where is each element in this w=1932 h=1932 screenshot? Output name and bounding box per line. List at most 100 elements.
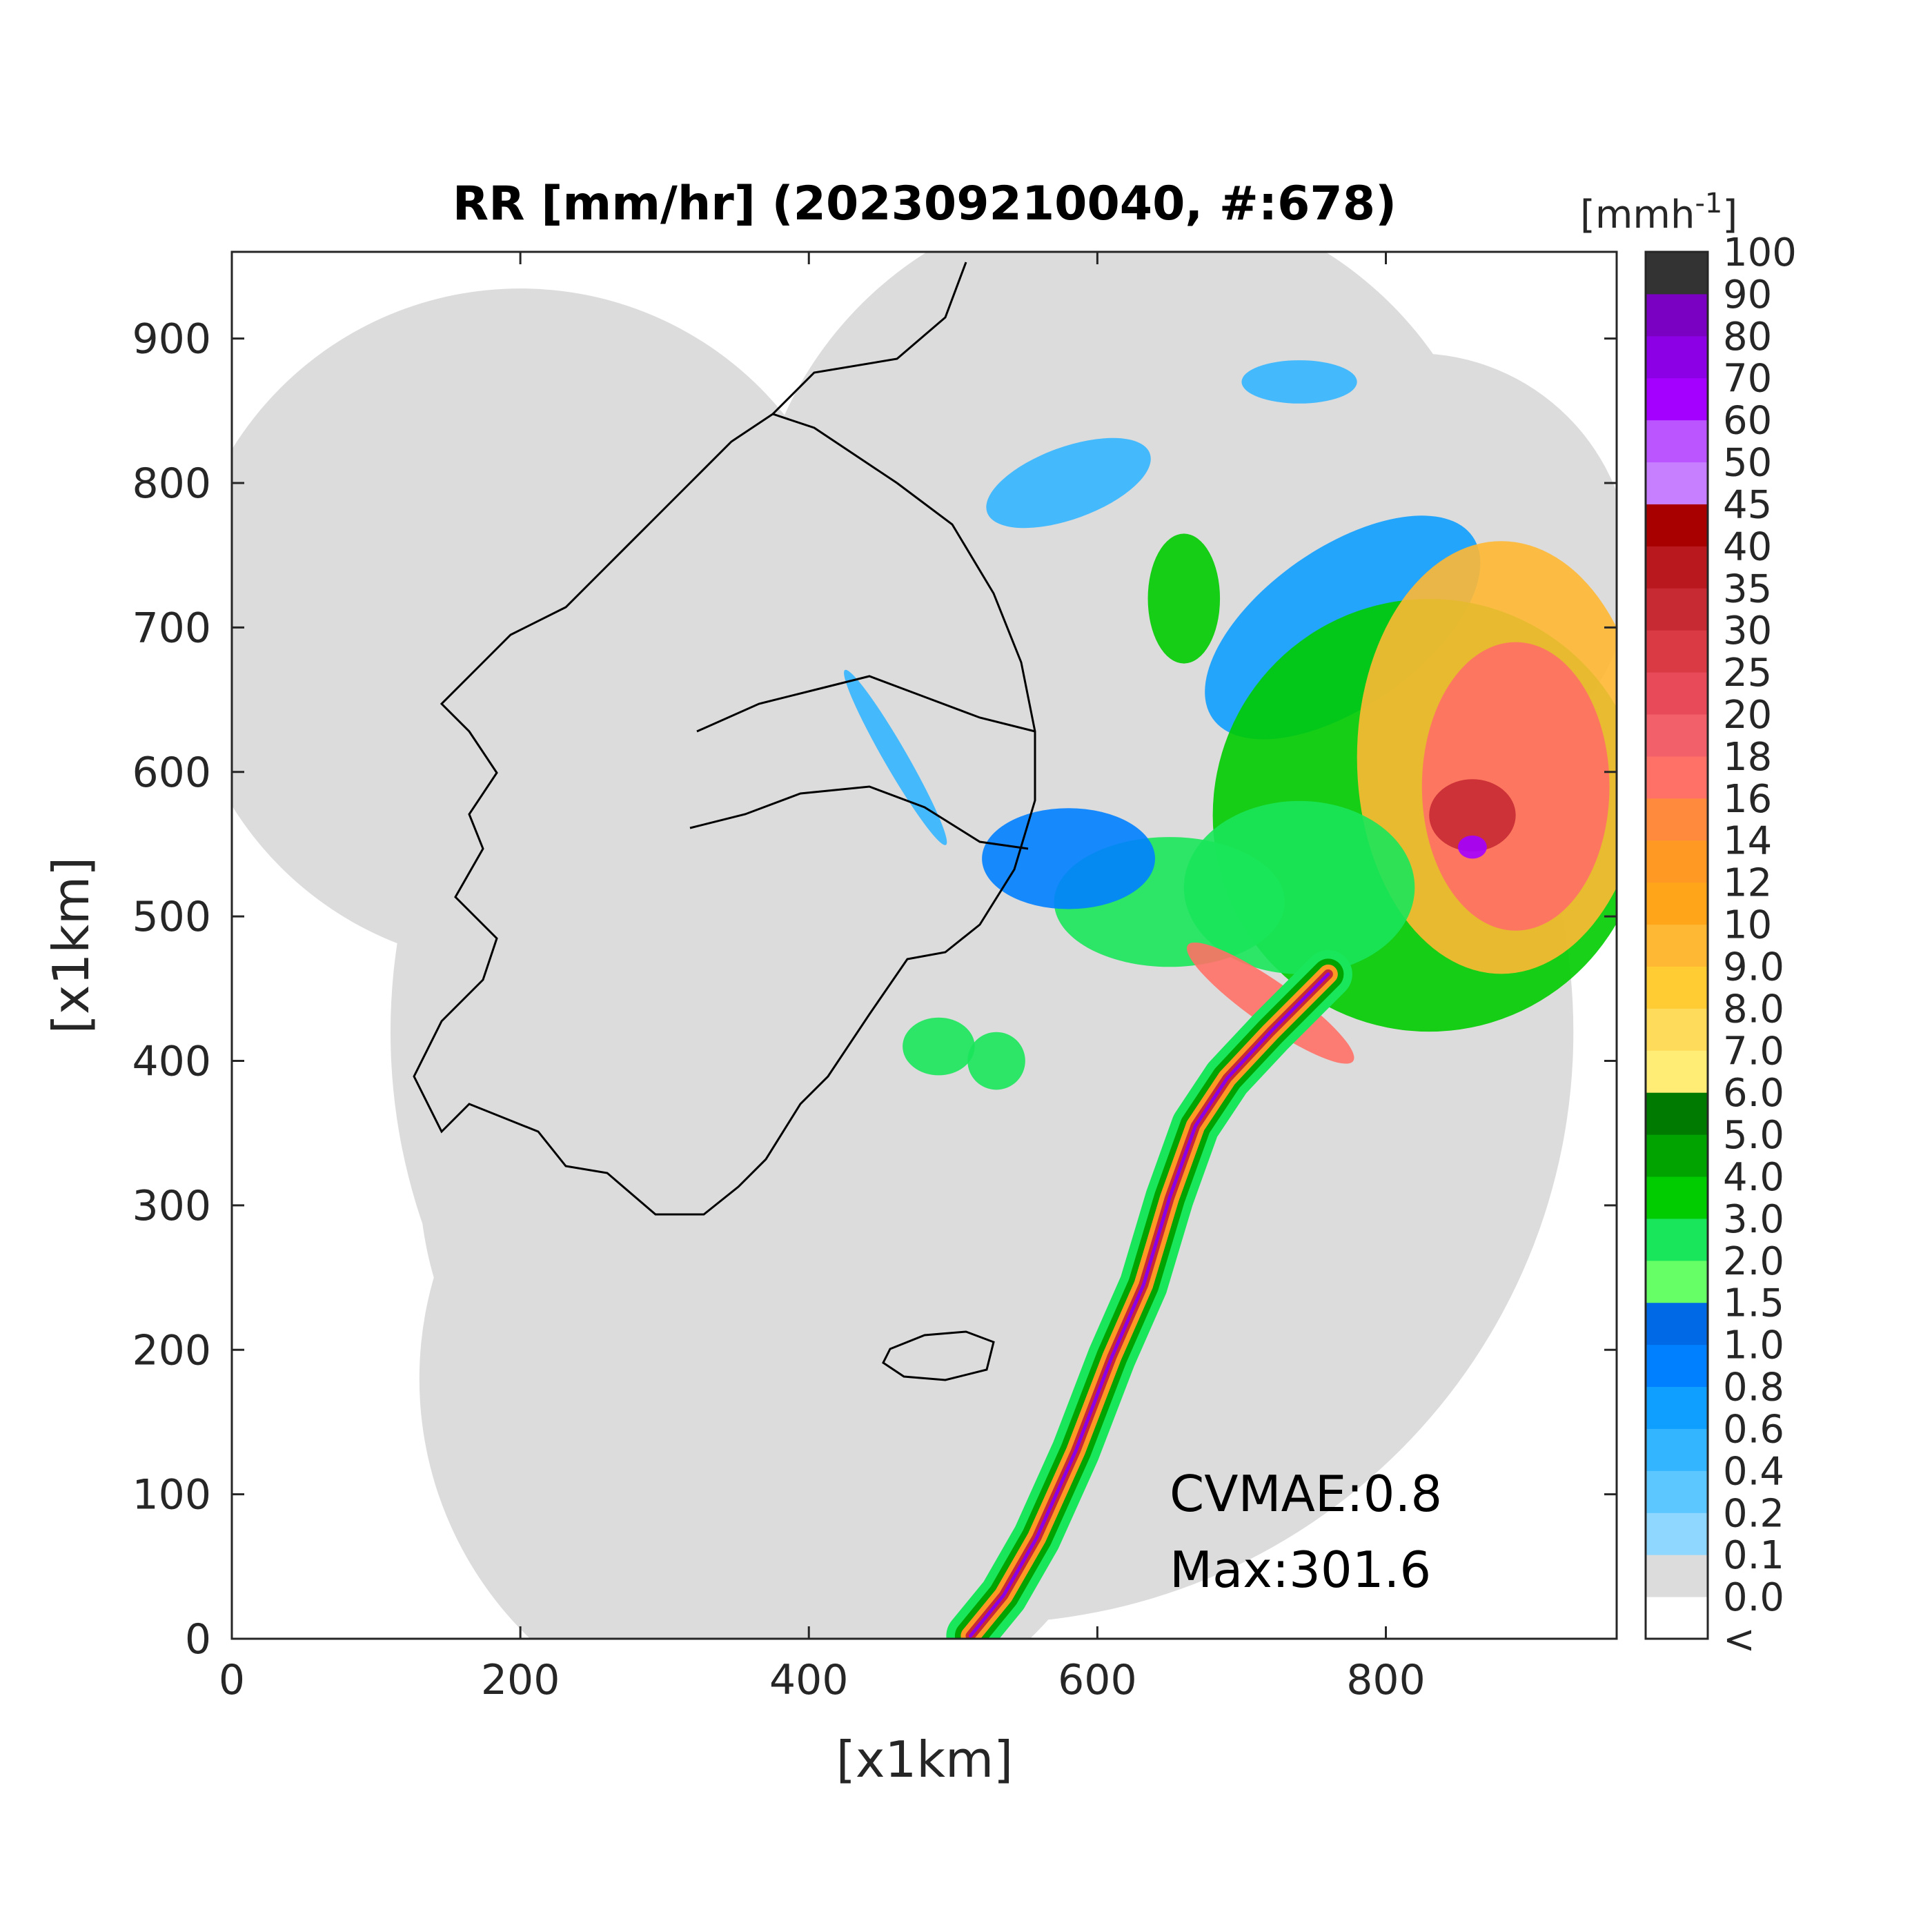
colorbar-swatch xyxy=(1646,1428,1708,1471)
rain-region-3 xyxy=(1421,642,1610,931)
coastline-boundaries xyxy=(413,262,1036,1381)
colorbar-level-label: 90 xyxy=(1723,273,1772,317)
admin-border-north xyxy=(696,675,1036,733)
precipitation-field xyxy=(844,360,1617,1639)
colorbar-swatch xyxy=(1646,798,1708,841)
rain-region-14 xyxy=(986,437,1151,529)
colorbar-swatch xyxy=(1646,924,1708,967)
colorbar-swatch xyxy=(1646,252,1708,295)
colorbar-level-label: 14 xyxy=(1723,819,1772,864)
colorbar-swatch xyxy=(1646,756,1708,799)
colorbar-level-label: 20 xyxy=(1723,693,1772,738)
colorbar-swatch xyxy=(1646,1512,1708,1555)
rain-band-layer-4 xyxy=(968,972,1330,1638)
colorbar-level-label: 10 xyxy=(1723,903,1772,948)
colorbar-level-label: 45 xyxy=(1723,482,1772,527)
colorbar-level-label: 50 xyxy=(1723,441,1772,486)
rain-region-15 xyxy=(1241,360,1357,404)
x-tick-label: 0 xyxy=(219,1656,245,1704)
north-border xyxy=(771,262,967,415)
colorbar-level-label: 60 xyxy=(1723,399,1772,444)
colorbar-level-label: 100 xyxy=(1723,230,1797,275)
colorbar-swatch xyxy=(1646,1302,1708,1346)
colorbar-swatch xyxy=(1646,840,1708,883)
x-tick-label: 600 xyxy=(1058,1656,1137,1704)
max-annotation: Max:301.6 xyxy=(1170,1541,1431,1599)
colorbar-swatch xyxy=(1646,1050,1708,1093)
y-tick-label: 900 xyxy=(132,315,211,364)
colorbar-level-label: 6.0 xyxy=(1723,1071,1784,1116)
cvmae-annotation: CVMAE:0.8 xyxy=(1170,1465,1442,1523)
y-axis: 0 100 200 300 400 500 600 700 800 900 xyxy=(132,315,1617,1664)
colorbar-swatch xyxy=(1646,966,1708,1009)
colorbar-level-label: 1.5 xyxy=(1723,1281,1784,1326)
jeju-island-coastline xyxy=(882,1330,995,1381)
rain-region-4 xyxy=(1429,779,1516,851)
colorbar-under-label: < xyxy=(1723,1617,1755,1662)
colorbar-swatch xyxy=(1646,1218,1708,1261)
colorbar-frame xyxy=(1644,250,1709,1640)
colorbar-swatch xyxy=(1646,672,1708,715)
colorbar-swatch xyxy=(1646,1597,1708,1639)
colorbar-swatch xyxy=(1646,504,1708,546)
colorbar-level-label: 4.0 xyxy=(1723,1155,1784,1200)
peninsula-coastline xyxy=(413,413,1036,1216)
y-tick-label: 300 xyxy=(132,1182,211,1230)
rain-region-12 xyxy=(903,1017,975,1076)
colorbar-swatch xyxy=(1646,546,1708,589)
y-tick-label: 800 xyxy=(132,460,211,508)
colorbar-swatch xyxy=(1646,630,1708,673)
x-axis-label: [x1km] xyxy=(836,1731,1013,1788)
colorbar-swatch xyxy=(1646,1260,1708,1303)
colorbar-swatch xyxy=(1646,882,1708,925)
colorbar-level-label: 0.8 xyxy=(1723,1366,1784,1410)
colorbar-swatch xyxy=(1646,377,1708,421)
colorbar-swatch xyxy=(1646,1008,1708,1051)
colorbar-swatch xyxy=(1646,1092,1708,1135)
rain-region-9 xyxy=(1147,533,1221,664)
colorbar-level-label: 35 xyxy=(1723,566,1772,611)
y-tick-label: 0 xyxy=(185,1615,211,1664)
colorbar-swatch xyxy=(1646,420,1708,463)
x-tick-label: 800 xyxy=(1346,1656,1426,1704)
colorbar-swatch xyxy=(1646,1470,1708,1513)
y-axis-label: [x1km] xyxy=(42,857,100,1034)
colorbar-level-label: 3.0 xyxy=(1723,1197,1784,1242)
colorbar-level-label: 0.6 xyxy=(1723,1407,1784,1452)
colorbar-level-label: 9.0 xyxy=(1723,945,1784,989)
plot-frame xyxy=(230,250,1618,1640)
colorbar-level-label: 7.0 xyxy=(1723,1029,1784,1074)
colorbar-swatch xyxy=(1646,293,1708,337)
rain-region-8 xyxy=(982,808,1155,909)
rain-region-5 xyxy=(1458,835,1487,859)
colorbar-level-label: 25 xyxy=(1723,651,1772,696)
colorbar-level-label: 0.2 xyxy=(1723,1491,1784,1536)
colorbar-swatch xyxy=(1646,1176,1708,1219)
x-axis: 0 200 400 600 800 xyxy=(219,252,1426,1704)
x-tick-label: 200 xyxy=(481,1656,560,1704)
colorbar-level-label: 18 xyxy=(1723,735,1772,780)
colorbar-level-label: 40 xyxy=(1723,524,1772,569)
colorbar: <0.00.10.20.40.60.81.01.52.03.04.05.06.0… xyxy=(1644,230,1797,1662)
colorbar-level-label: 12 xyxy=(1723,861,1772,906)
colorbar-unit-label: [mmh-1] xyxy=(1580,188,1737,237)
colorbar-swatch xyxy=(1646,588,1708,631)
colorbar-level-label: 5.0 xyxy=(1723,1113,1784,1158)
y-tick-label: 500 xyxy=(132,893,211,941)
y-tick-label: 600 xyxy=(132,749,211,797)
admin-border-middle xyxy=(689,785,1029,850)
colorbar-swatch xyxy=(1646,1134,1708,1177)
colorbar-level-label: 8.0 xyxy=(1723,987,1784,1032)
colorbar-swatch xyxy=(1646,335,1708,379)
y-tick-label: 700 xyxy=(132,604,211,652)
rain-region-11 xyxy=(844,669,947,845)
y-tick-label: 200 xyxy=(132,1326,211,1374)
colorbar-level-label: 1.0 xyxy=(1723,1323,1784,1368)
colorbar-level-label: 80 xyxy=(1723,315,1772,359)
colorbar-level-label: 0.4 xyxy=(1723,1449,1784,1494)
chart-title: RR [mm/hr] (202309210040, #:678) xyxy=(453,177,1397,231)
y-tick-label: 100 xyxy=(132,1471,211,1519)
rain-region-13 xyxy=(967,1032,1025,1090)
colorbar-level-label: 2.0 xyxy=(1723,1239,1784,1284)
